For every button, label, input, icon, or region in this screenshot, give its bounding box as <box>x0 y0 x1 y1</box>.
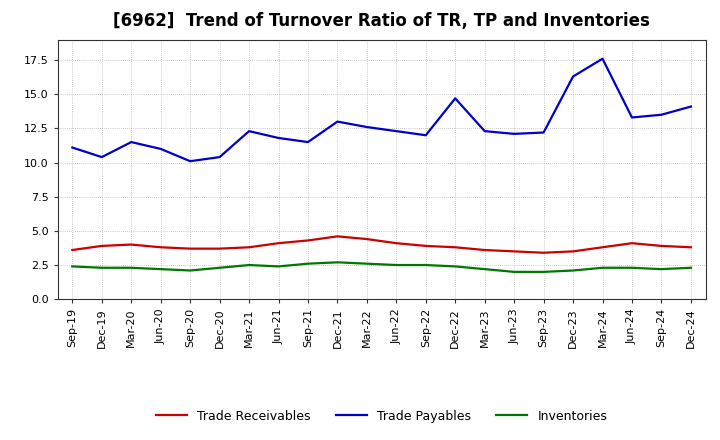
Trade Payables <box>510 131 518 136</box>
Trade Receivables <box>156 245 165 250</box>
Trade Receivables <box>304 238 312 243</box>
Line: Trade Receivables: Trade Receivables <box>72 236 691 253</box>
Trade Payables <box>186 158 194 164</box>
Line: Trade Payables: Trade Payables <box>72 59 691 161</box>
Inventories <box>363 261 372 266</box>
Inventories <box>628 265 636 271</box>
Trade Receivables <box>127 242 135 247</box>
Trade Receivables <box>480 247 489 253</box>
Inventories <box>392 262 400 268</box>
Trade Payables <box>333 119 342 124</box>
Inventories <box>186 268 194 273</box>
Trade Payables <box>451 96 459 101</box>
Trade Receivables <box>687 245 696 250</box>
Inventories <box>274 264 283 269</box>
Trade Receivables <box>186 246 194 251</box>
Line: Inventories: Inventories <box>72 262 691 272</box>
Trade Receivables <box>363 236 372 242</box>
Trade Receivables <box>68 247 76 253</box>
Trade Payables <box>539 130 548 135</box>
Inventories <box>333 260 342 265</box>
Inventories <box>569 268 577 273</box>
Trade Payables <box>598 56 607 61</box>
Trade Receivables <box>421 243 430 249</box>
Inventories <box>480 267 489 272</box>
Inventories <box>127 265 135 271</box>
Inventories <box>68 264 76 269</box>
Trade Payables <box>245 128 253 134</box>
Trade Payables <box>628 115 636 120</box>
Trade Receivables <box>245 245 253 250</box>
Inventories <box>451 264 459 269</box>
Trade Payables <box>657 112 666 117</box>
Trade Payables <box>215 154 224 160</box>
Trade Receivables <box>333 234 342 239</box>
Trade Payables <box>127 139 135 145</box>
Trade Payables <box>304 139 312 145</box>
Trade Receivables <box>274 241 283 246</box>
Trade Payables <box>274 136 283 141</box>
Trade Payables <box>97 154 106 160</box>
Trade Receivables <box>510 249 518 254</box>
Inventories <box>156 267 165 272</box>
Inventories <box>97 265 106 271</box>
Inventories <box>510 269 518 275</box>
Inventories <box>421 262 430 268</box>
Trade Payables <box>421 132 430 138</box>
Inventories <box>245 262 253 268</box>
Inventories <box>304 261 312 266</box>
Legend: Trade Receivables, Trade Payables, Inventories: Trade Receivables, Trade Payables, Inven… <box>151 405 612 428</box>
Trade Payables <box>156 146 165 151</box>
Title: [6962]  Trend of Turnover Ratio of TR, TP and Inventories: [6962] Trend of Turnover Ratio of TR, TP… <box>113 12 650 30</box>
Inventories <box>215 265 224 271</box>
Trade Payables <box>569 74 577 79</box>
Trade Payables <box>363 125 372 130</box>
Trade Receivables <box>569 249 577 254</box>
Trade Receivables <box>539 250 548 255</box>
Trade Receivables <box>451 245 459 250</box>
Trade Payables <box>480 128 489 134</box>
Trade Payables <box>68 145 76 150</box>
Trade Receivables <box>628 241 636 246</box>
Trade Receivables <box>392 241 400 246</box>
Inventories <box>598 265 607 271</box>
Trade Receivables <box>598 245 607 250</box>
Inventories <box>657 267 666 272</box>
Trade Receivables <box>215 246 224 251</box>
Trade Payables <box>687 104 696 109</box>
Inventories <box>539 269 548 275</box>
Trade Receivables <box>657 243 666 249</box>
Trade Receivables <box>97 243 106 249</box>
Trade Payables <box>392 128 400 134</box>
Inventories <box>687 265 696 271</box>
